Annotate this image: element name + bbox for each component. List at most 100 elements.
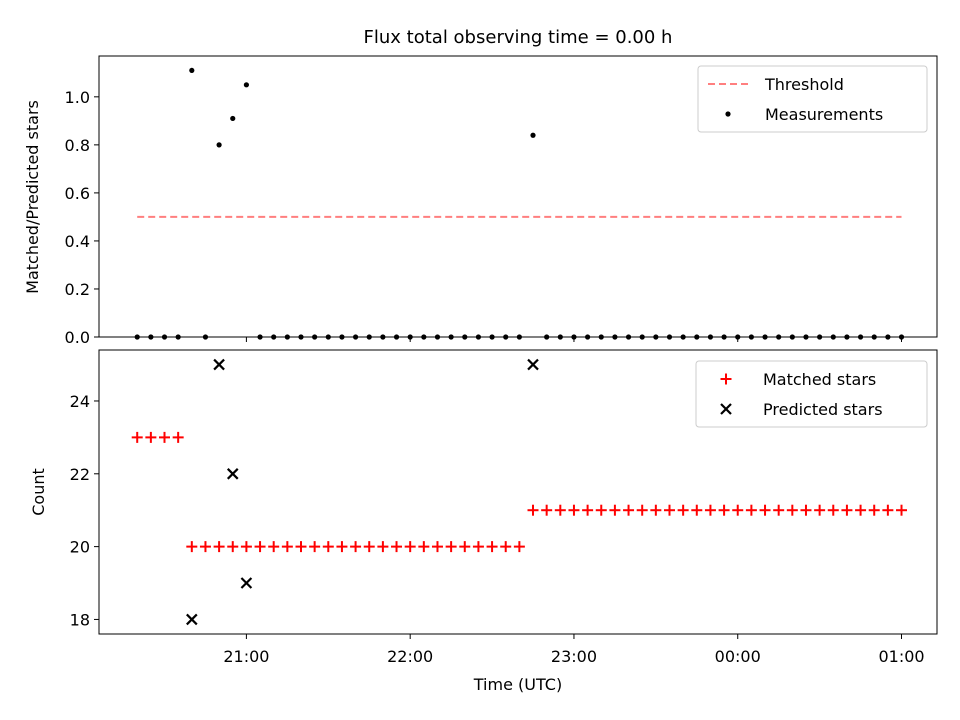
predicted-star-point [527,358,539,371]
measurement-point [339,334,345,340]
top-panel: 0.0 0.2 0.4 0.6 0.8 1.0 Matched/Predicted sta… [23,55,938,347]
measurement-point [230,115,236,122]
measurement-point [625,334,632,340]
x-axis-label: Time (UTC) [473,675,562,694]
matched-star-point [240,541,252,553]
measurement-point [776,334,782,340]
bottom-y-tick-label: 18 [70,610,90,629]
measurement-point [475,334,482,340]
measurement-point [857,334,864,340]
measurement-point [871,334,877,340]
measurement-point [352,334,359,340]
measurement-point [817,334,823,340]
measurement-point [448,334,454,340]
top-legend-box [697,65,928,133]
legend-matched-swatch [720,373,732,385]
matched-star-point [636,504,648,516]
predicted-star-point [240,577,253,589]
matched-star-point [827,504,839,516]
bottom-y-tick-label: 22 [70,465,90,484]
matched-star-point [800,504,812,516]
top-y-tick-label: 0.2 [65,280,90,299]
matched-star-point [732,504,744,516]
measurement-point [694,334,700,340]
measurement-point [489,334,495,340]
measurement-point [312,334,318,340]
matched-star-point [814,504,826,516]
matched-star-point [309,541,321,553]
matched-star-point [486,541,498,553]
matched-star-point [199,541,211,553]
matched-star-point [554,504,566,516]
top-y-tick-label: 0.6 [65,184,90,203]
measurement-point [325,334,331,340]
measurement-point [271,334,277,340]
matched-star-point [595,504,607,516]
matched-star-point [350,541,362,553]
x-tick-label: 23:00 [551,647,597,666]
measurement-point [844,334,850,340]
measurement-point [407,334,413,340]
matched-star-point [841,504,853,516]
matched-star-point [322,541,334,553]
measurement-point [735,334,741,340]
matched-star-point [295,541,307,553]
matched-star-point [268,541,280,553]
x-tick-label: 22:00 [387,647,433,666]
matched-star-point [896,504,908,516]
legend-predicted-marker [720,403,732,415]
matched-star-point [131,431,143,443]
matched-star-point [418,541,430,553]
matched-star-point [527,504,539,516]
matched-star-point [691,504,703,516]
bottom-ylabel: Count [29,468,48,516]
x-tick-label: 21:00 [223,647,269,666]
legend-measurements-label: Measurements [765,105,883,124]
x-tick-label: 01:00 [878,647,924,666]
matched-star-point [704,504,716,516]
predicted-star-point [186,613,198,626]
measurement-point [421,334,427,340]
matched-star-point [186,541,198,553]
measurement-point [544,334,550,340]
matched-star-point [254,541,266,553]
matched-star-point [472,541,484,553]
matched-star-point [391,541,403,553]
matched-star-point [227,541,239,553]
measurement-point [175,334,181,340]
matched-star-point [882,504,894,516]
matched-star-point [623,504,635,516]
legend-threshold-label: Threshold [764,75,844,94]
measurement-point [530,132,536,138]
matched-star-point [582,504,594,516]
bottom-legend: Matched stars Predicted stars [695,360,928,428]
measurement-point [762,334,768,340]
measurement-point [380,334,386,340]
legend-matched-label: Matched stars [763,370,876,389]
measurement-point [462,334,468,340]
measurement-point [134,334,140,340]
matched-star-point [568,504,580,516]
matched-star-point [718,504,730,516]
measurement-point [189,67,195,74]
measurement-point [148,334,154,340]
matched-star-point [745,504,757,516]
measurement-point [434,334,441,340]
matched-star-point [773,504,785,516]
legend-predicted-swatch [720,403,732,415]
measurement-point [516,334,522,340]
bottom-y-tick-label: 24 [70,392,90,411]
measurement-point [557,334,563,340]
legend-matched-marker [720,373,732,385]
top-y-tick-label: 0.8 [65,136,90,155]
bottom-plot-frame [98,349,938,635]
measurement-point [298,334,304,340]
matched-star-point [663,504,675,516]
measurement-point [639,334,645,340]
measurement-point [503,334,509,340]
measurement-point [571,334,577,340]
matched-star-point [336,541,348,553]
measurement-point [680,334,686,340]
measurement-point [885,334,891,340]
